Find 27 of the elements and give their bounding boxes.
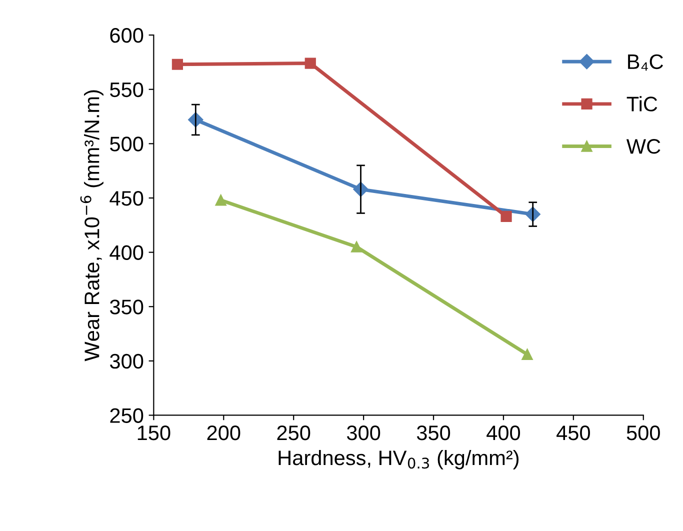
point <box>172 58 184 70</box>
y-tick-label: 600 <box>110 28 144 43</box>
x-tick-label: 200 <box>207 426 240 440</box>
x-tick-label: 300 <box>346 426 380 440</box>
point <box>522 348 533 360</box>
point <box>304 58 316 69</box>
point <box>215 194 226 206</box>
x-tick-label: 350 <box>416 426 450 440</box>
y-tick-label: 300 <box>110 354 144 369</box>
y-tick-label: 400 <box>110 245 144 260</box>
point <box>351 241 362 252</box>
x-tick-label: 500 <box>626 426 660 440</box>
legend-label: TiC <box>626 96 658 112</box>
x-tick-label: 450 <box>556 426 590 440</box>
x-tick-label: 250 <box>277 426 310 440</box>
y-tick-label: 450 <box>110 190 144 206</box>
x-tick-label: 400 <box>486 426 520 440</box>
point <box>500 210 512 222</box>
legend-label: B₄C <box>628 54 664 71</box>
y-tick-label: 250 <box>110 408 144 423</box>
legend-label: WC <box>626 139 660 154</box>
y-axis-title: Wear Rate, x10$^{−6}$ (mm³/N.m) <box>80 90 104 362</box>
y-tick-label: 550 <box>110 82 144 98</box>
x-axis-title: Hardness, HV$_{0.3}$ (kg/mm²) <box>278 450 519 470</box>
y-tick-label: 500 <box>110 136 144 152</box>
x-tick-label: 150 <box>138 426 170 440</box>
y-tick-label: 350 <box>110 300 144 314</box>
